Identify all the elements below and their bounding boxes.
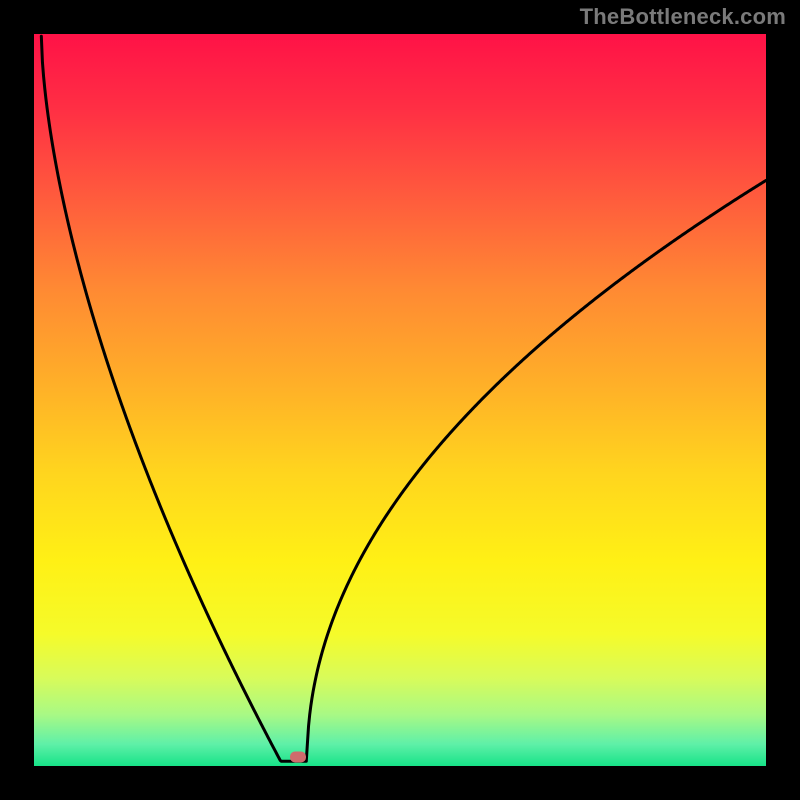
chart-container: TheBottleneck.com [0, 0, 800, 800]
optimal-point-marker [290, 752, 306, 763]
plot-area [34, 34, 766, 766]
bottleneck-curve [34, 34, 766, 766]
watermark-text: TheBottleneck.com [580, 4, 786, 30]
